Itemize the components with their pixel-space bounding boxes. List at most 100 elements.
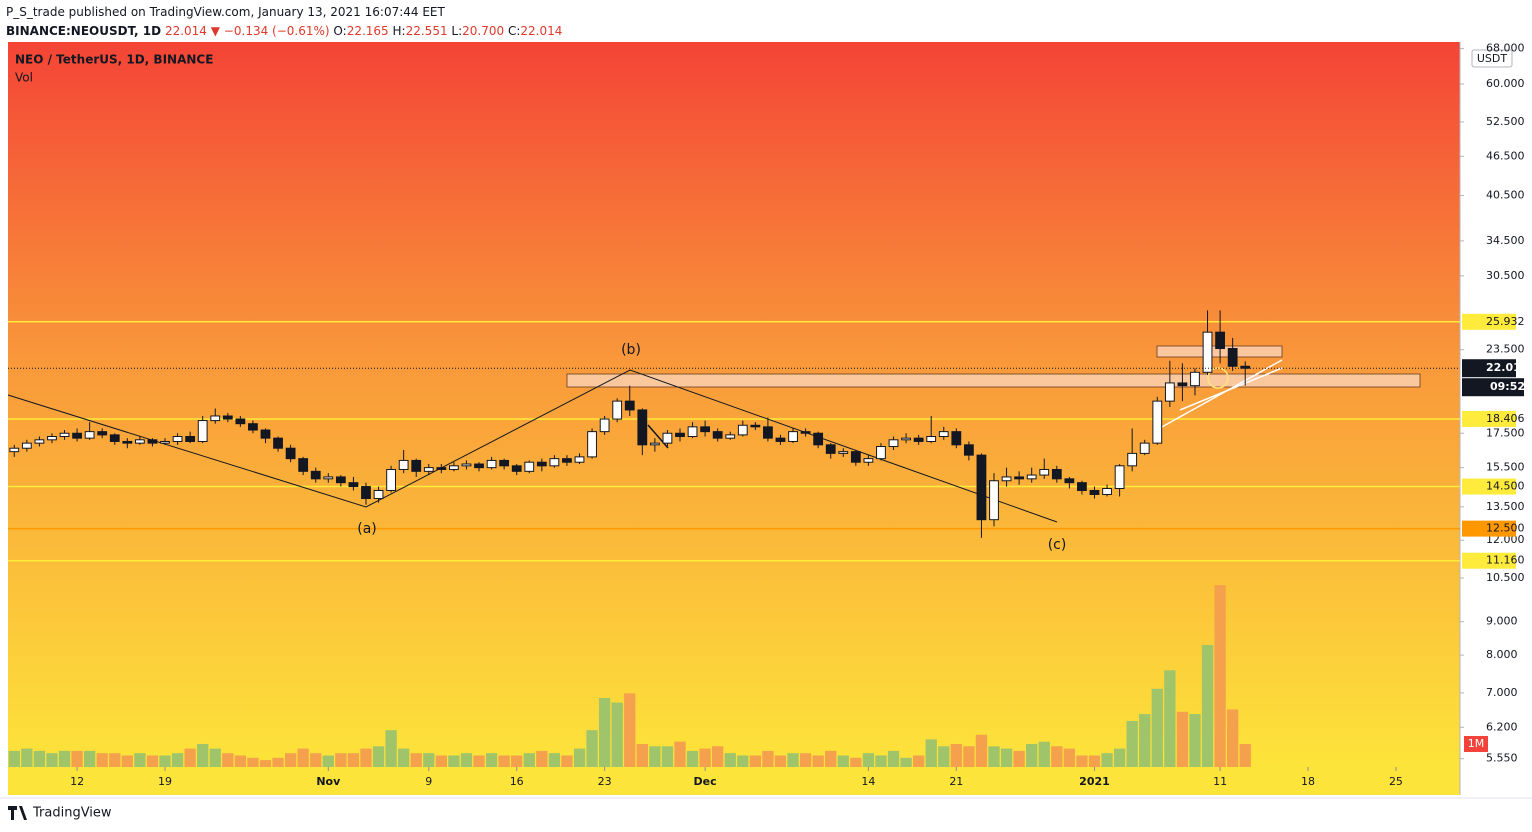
volume-bar: [71, 750, 83, 767]
volume-bar: [121, 755, 133, 767]
candle-body: [84, 431, 95, 439]
candle-body: [97, 431, 108, 436]
candle-body: [637, 409, 648, 446]
plot-background: [8, 42, 1460, 767]
ohlc-key: C:: [507, 24, 521, 38]
volume-label-box: [1464, 735, 1488, 752]
volume-bar: [787, 753, 799, 767]
volume-bar: [310, 753, 322, 767]
volume-bar: [423, 753, 435, 767]
candle-body: [737, 424, 748, 436]
candle-body: [1064, 478, 1075, 484]
volume-bar: [347, 753, 360, 767]
candle-body: [712, 431, 723, 439]
volume-bar: [548, 753, 561, 767]
logo-icon: [8, 806, 27, 820]
volume-bar: [1088, 755, 1101, 767]
candle-body: [649, 442, 660, 446]
candle-body: [750, 424, 761, 428]
candle-body: [449, 465, 459, 470]
ohlc-value: 20.700: [462, 24, 505, 38]
x-tick-label: 9: [425, 775, 432, 788]
drawings: [7, 345, 1421, 523]
volume-bar: [234, 755, 247, 767]
volume-bar: [197, 743, 209, 767]
volume-bar: [649, 746, 661, 767]
level-label: 14.500: [1486, 480, 1525, 493]
level-label: 11.160: [1486, 554, 1525, 567]
candle-body: [1014, 476, 1025, 480]
candle-body: [160, 440, 170, 444]
candle-body: [938, 431, 949, 438]
y-tick-label: 13.500: [1486, 500, 1525, 513]
candle-body: [235, 418, 246, 425]
volume-bar: [109, 753, 121, 767]
volume-bar: [523, 753, 535, 767]
volume-bar: [335, 753, 347, 767]
volume-bar: [272, 757, 284, 767]
volume-bar: [58, 750, 71, 767]
currency-box[interactable]: [1471, 49, 1513, 68]
candle-body: [1202, 331, 1213, 373]
volume-bar: [1201, 645, 1214, 767]
volume-bar: [284, 753, 297, 767]
candle-body: [1177, 382, 1188, 387]
candle-body: [1001, 476, 1012, 482]
x-tick-label: Dec: [694, 775, 717, 788]
candle-body: [951, 431, 962, 446]
candle-body: [574, 456, 585, 463]
volume-bar: [536, 750, 548, 767]
volume-bar: [1113, 748, 1126, 767]
candle-body: [411, 459, 422, 472]
volume-bar: [799, 753, 812, 767]
wave-label: (a): [357, 521, 377, 537]
x-tick-label: 2021: [1079, 775, 1110, 788]
volume-bar: [46, 753, 58, 767]
candle-body: [963, 444, 974, 456]
volume-bar: [561, 755, 573, 767]
volume-bar: [448, 755, 460, 767]
level-box: [1462, 410, 1516, 427]
volume-bar: [900, 757, 912, 767]
candle-body: [499, 459, 510, 467]
volume-bar: [485, 753, 498, 767]
volume-bar: [837, 755, 849, 767]
volume-bar: [624, 693, 636, 767]
volume-bar: [498, 755, 510, 767]
candle-body: [335, 476, 346, 484]
candle-body: [1102, 488, 1112, 495]
footer-brand: TradingView: [32, 806, 112, 821]
candle-body: [901, 437, 911, 441]
trend-line: [1159, 359, 1283, 429]
volume-bar: [825, 750, 837, 767]
volume-bar: [247, 757, 259, 767]
candle-body: [59, 432, 70, 438]
volume-bar: [737, 755, 749, 767]
chart-title: NEO / TetherUS, 1D, BINANCE: [15, 53, 213, 67]
candle-body: [511, 465, 522, 472]
candle-body: [72, 432, 82, 439]
currency[interactable]: USDT: [1477, 52, 1508, 65]
volume-bar: [862, 753, 875, 767]
y-tick-label: 52.500: [1486, 115, 1525, 128]
level-box: [1462, 313, 1516, 330]
volume-bar: [1000, 748, 1013, 767]
candle-body: [549, 458, 560, 467]
volume-bar: [96, 753, 108, 767]
ohlc-key: L:: [451, 24, 463, 38]
candle-body: [675, 432, 685, 438]
candle-body: [1227, 348, 1238, 367]
candle-body: [109, 434, 120, 442]
candle-body: [1164, 382, 1175, 402]
volume-bar: [875, 755, 887, 767]
y-tick-label: 6.200: [1486, 720, 1518, 733]
candle-body: [122, 440, 133, 444]
volume-bar: [598, 697, 611, 767]
candle-body: [1190, 371, 1200, 387]
candle-body: [436, 467, 447, 470]
candle-body: [210, 415, 221, 422]
volume-bar: [398, 748, 410, 767]
volume-bar: [762, 750, 774, 767]
candle-body: [1051, 468, 1062, 480]
